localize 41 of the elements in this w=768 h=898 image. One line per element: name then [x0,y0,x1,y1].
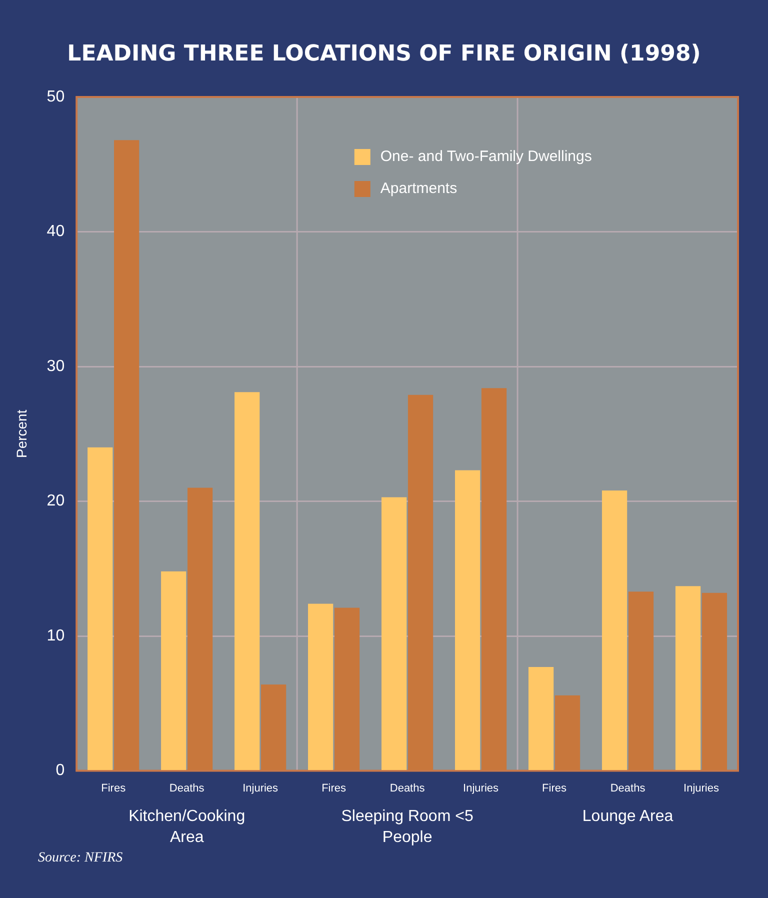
text: Kitchen/Cooking Area [128,808,246,846]
bar [602,490,628,770]
bar [528,667,554,770]
y-tick-label: 0 [56,762,65,780]
bar [114,140,140,770]
x-tick-label: Fires [101,782,126,794]
y-tick-label: 50 [46,88,65,106]
text: Sleeping Room <5 People [341,808,474,846]
bar [187,488,213,770]
y-tick-label: 20 [46,492,65,510]
bar [161,571,186,770]
source-note: Source: NFIRS [38,850,123,866]
bar [234,392,260,770]
x-tick-label: Deaths [169,782,205,794]
bar [382,497,407,770]
legend-label: Apartments [380,180,458,198]
legend-label: One- and Two-Family Dwellings [380,148,592,166]
x-tick-label: Injuries [463,782,500,794]
bar [702,592,728,770]
bar [308,604,334,770]
y-tick-label: 30 [46,358,65,375]
x-tick-label: Deaths [610,782,646,794]
x-tick-label: Fires [542,782,567,794]
bar [408,394,434,770]
y-axis-title: Percent [13,410,30,458]
x-tick-label: Fires [322,782,347,794]
chart-title: LEADING THREE LOCATIONS OF FIRE ORIGIN (1998) [67,42,701,67]
bar [554,695,580,770]
y-tick-label: 10 [46,627,65,644]
x-tick-label: Deaths [390,782,426,794]
bar [260,684,286,770]
x-tick-label: Injuries [684,782,720,794]
x-tick-label: Injuries [242,782,279,794]
bar [628,592,654,770]
bar [454,470,480,770]
bar [675,586,701,770]
bar [481,388,507,770]
bar [88,447,113,770]
text: Lounge Area [582,808,674,826]
bar [334,608,360,770]
y-tick-label: 40 [46,223,65,240]
